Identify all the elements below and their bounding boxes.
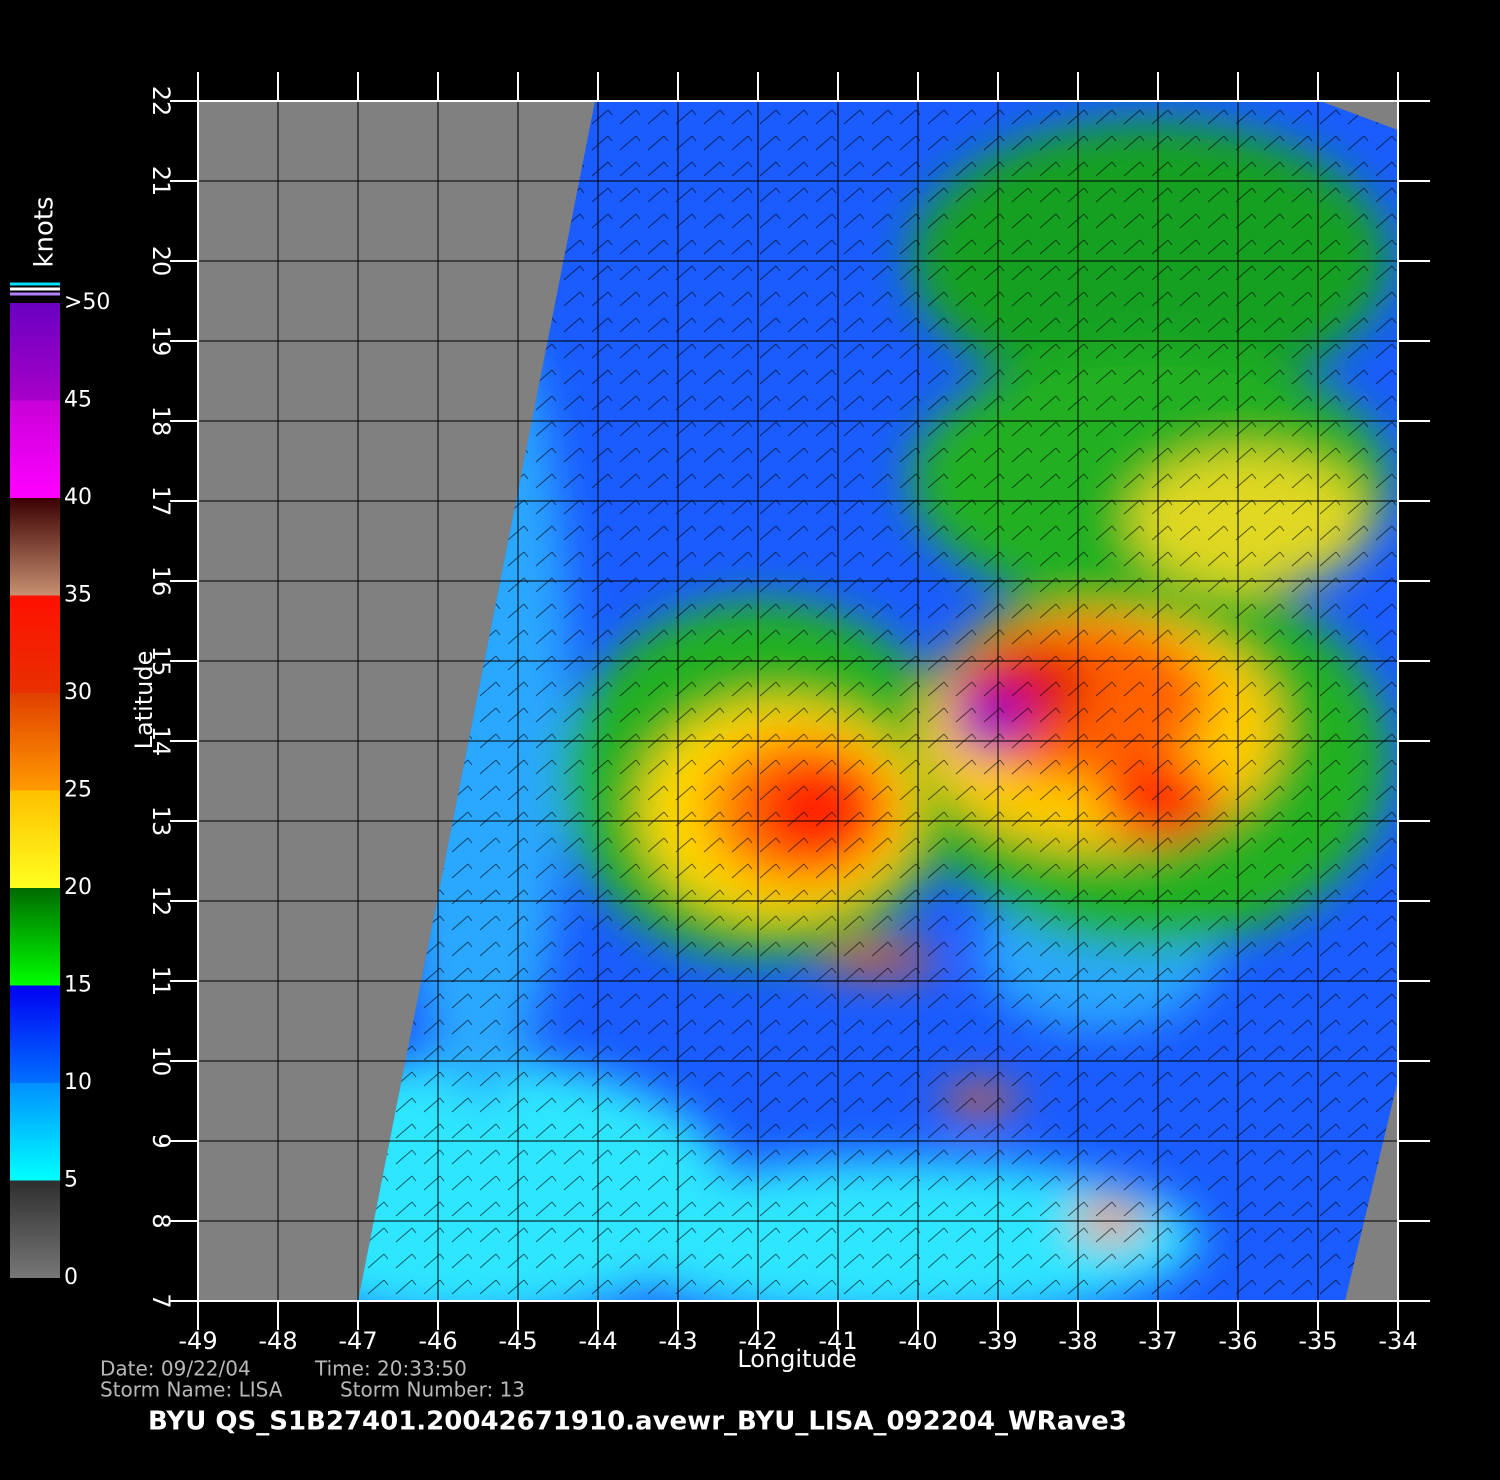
x-tick-label: -40 [898,1327,937,1355]
y-tick-label: 17 [147,486,175,517]
colorbar-tick-label: 25 [64,778,92,803]
y-tick-label: 19 [147,326,175,357]
x-tick-label: -48 [258,1327,297,1355]
storm-name: Storm Name: LISA [100,1378,283,1402]
y-tick-label: 22 [147,86,175,117]
colorbar-segment [10,985,60,1083]
colorbar-tick-label: 15 [64,973,92,998]
colorbar-tick-label: 10 [64,1070,92,1095]
x-tick-label: -45 [498,1327,537,1355]
colorbar-segment [10,595,60,693]
y-tick-label: 21 [147,166,175,197]
map-frame [197,100,1399,1302]
colorbar-segment [10,303,60,401]
colorbar-tick-label: 40 [64,485,92,510]
grid: -49 -48 -47 -46 -45 -44 -43 -42 -41 -40 -39 -38 -37 -… [147,72,1430,1355]
colorbar-segment [10,790,60,888]
x-tick-label: -39 [978,1327,1017,1355]
colorbar-segment [10,888,60,986]
date: Date: 09/22/04 [100,1357,251,1381]
x-tick-label: -49 [178,1327,217,1355]
storm-number: Storm Number: 13 [340,1378,525,1402]
title: BYU QS_S1B27401.20042671910.avewr_BYU_LI… [148,1407,1127,1437]
colorbar-tick-label: 20 [64,875,92,900]
y-tick-label: 15 [147,646,175,677]
colorbar-tick-label: 45 [64,388,92,413]
x-tick-label: -34 [1378,1327,1417,1355]
x-tick-label: -44 [578,1327,617,1355]
x-axis-label: Longitude [737,1345,856,1373]
colorbar-segment [10,693,60,791]
y-tick-label: 10 [147,1046,175,1077]
colorbar-tick-label: 5 [64,1168,78,1193]
y-tick-label: 8 [147,1213,175,1228]
y-tick-label: 13 [147,806,175,837]
colorbar: 0 5 10 15 20 25 30 35 40 45 >50 [10,290,110,1290]
colorbar-segment [10,498,60,596]
colorbar-segment [10,400,60,498]
colorbar-tick-label: 35 [64,583,92,608]
y-tick-label: 20 [147,246,175,277]
x-tick-label: -37 [1138,1327,1177,1355]
colorbar-segment [10,1083,60,1181]
colorbar-segment [10,1180,60,1278]
colorbar-tick-label: 0 [64,1265,78,1290]
colorbar-tick-label: >50 [64,290,110,315]
x-tick-label: -38 [1058,1327,1097,1355]
time: Time: 20:33:50 [314,1357,467,1381]
colorbar-tick-label: 30 [64,680,92,705]
colorbar-top [10,282,60,296]
x-tick-label: -47 [338,1327,377,1355]
colorbar-label: knots [30,196,60,267]
x-tick-label: -36 [1218,1327,1257,1355]
x-tick-label: -42 [738,1327,777,1355]
y-tick-label: 7 [147,1293,175,1308]
x-tick-label: -43 [658,1327,697,1355]
x-tick-label: -46 [418,1327,457,1355]
y-tick-label: 11 [147,966,175,997]
y-tick-label: 14 [147,726,175,757]
y-tick-label: 12 [147,886,175,917]
y-tick-label: 9 [147,1133,175,1148]
x-tick-label: -35 [1298,1327,1337,1355]
y-tick-label: 18 [147,406,175,437]
x-tick-label: -41 [818,1327,857,1355]
y-tick-label: 16 [147,566,175,597]
y-axis-label: Latitude [130,651,158,750]
